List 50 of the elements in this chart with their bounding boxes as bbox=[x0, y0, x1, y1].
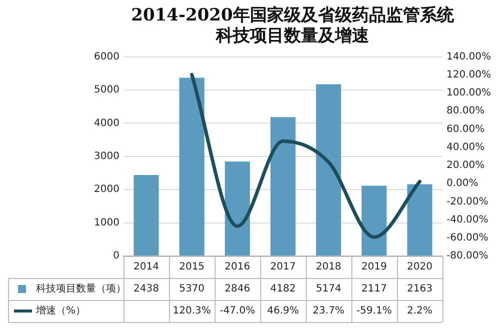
bar bbox=[270, 117, 296, 256]
y2-tick-label: 40.00% bbox=[446, 142, 485, 153]
y2-tick-label: -20.00% bbox=[446, 196, 488, 208]
bar bbox=[224, 162, 250, 256]
y-tick-label: 0 bbox=[113, 250, 120, 262]
y-tick-label: 1000 bbox=[94, 217, 120, 228]
bar bbox=[407, 184, 432, 256]
legend-label: 增速（%） bbox=[35, 304, 86, 317]
bar bbox=[134, 175, 159, 256]
x-tick-label: 2017 bbox=[270, 262, 296, 273]
x-tick-label: 2018 bbox=[316, 262, 342, 273]
y2-tick-label: -40.00% bbox=[446, 214, 488, 226]
y2-tick-label: 0.00% bbox=[446, 178, 478, 190]
x-tick-label: 2015 bbox=[179, 262, 205, 273]
y2-tick-label: 60.00% bbox=[446, 124, 485, 135]
data-label: 2163 bbox=[406, 284, 432, 295]
y-tick-label: 3000 bbox=[94, 150, 120, 162]
y2-tick-label: 20.00% bbox=[446, 160, 485, 172]
y-tick-label: 6000 bbox=[94, 51, 120, 62]
bar bbox=[179, 78, 204, 256]
data-label: 46.9% bbox=[267, 306, 299, 317]
x-tick-label: 2014 bbox=[134, 262, 159, 273]
y2-tick-label: 100.00% bbox=[446, 88, 492, 99]
data-label: 5370 bbox=[179, 284, 205, 295]
data-label: 2117 bbox=[361, 284, 387, 295]
x-tick-label: 2020 bbox=[406, 262, 432, 273]
y2-tick-label: -80.00% bbox=[446, 250, 488, 262]
legend-label: 科技项目数量（项） bbox=[36, 282, 126, 295]
data-label: 2846 bbox=[224, 284, 250, 295]
chart-title: 2014-2020年国家级及省级药品监管系统科技项目数量及增速 bbox=[131, 6, 455, 46]
y2-tick-label: 80.00% bbox=[446, 106, 485, 117]
bar bbox=[316, 84, 342, 256]
data-label: 23.7% bbox=[312, 306, 344, 317]
data-label: 4182 bbox=[270, 284, 296, 295]
data-label: 2438 bbox=[134, 284, 159, 295]
data-label: 5174 bbox=[316, 284, 342, 295]
y-tick-label: 2000 bbox=[94, 184, 120, 196]
data-label: -47.0% bbox=[220, 306, 256, 317]
data-label: 120.3% bbox=[172, 306, 211, 317]
y2-tick-label: -60.00% bbox=[446, 232, 488, 244]
x-tick-label: 2016 bbox=[224, 262, 250, 273]
data-label: -59.1% bbox=[356, 306, 392, 317]
bar bbox=[362, 186, 387, 256]
x-tick-label: 2019 bbox=[361, 262, 387, 273]
y-tick-label: 4000 bbox=[94, 118, 120, 129]
data-label: 2.2% bbox=[407, 306, 432, 317]
y2-tick-label: 120.00% bbox=[446, 70, 492, 81]
y2-tick-label: 140.00% bbox=[446, 51, 492, 62]
line-series bbox=[190, 72, 422, 239]
y-tick-label: 5000 bbox=[94, 84, 120, 96]
